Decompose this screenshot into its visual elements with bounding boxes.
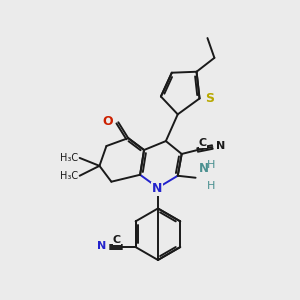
Text: H: H: [206, 160, 215, 170]
Text: C: C: [112, 235, 121, 245]
Text: S: S: [206, 92, 214, 105]
Text: N: N: [97, 241, 106, 251]
Text: H: H: [206, 181, 215, 191]
Text: O: O: [103, 115, 113, 128]
Text: H₃C: H₃C: [60, 153, 78, 163]
Text: H₃C: H₃C: [60, 171, 78, 181]
Text: C: C: [199, 138, 207, 148]
Text: N: N: [152, 182, 162, 195]
Text: N: N: [216, 141, 226, 151]
Text: N: N: [199, 162, 208, 175]
